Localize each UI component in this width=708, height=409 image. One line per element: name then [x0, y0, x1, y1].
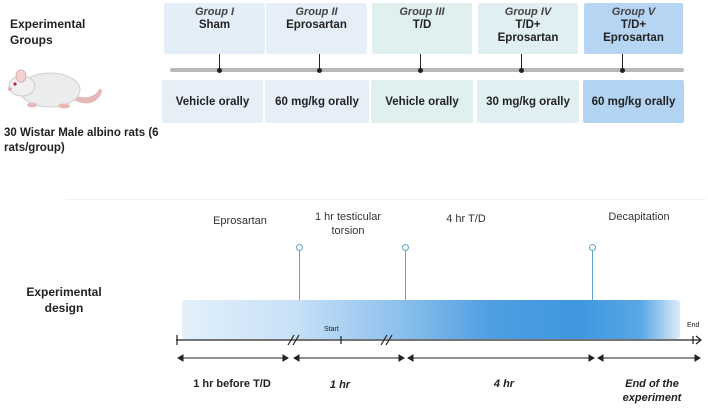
section-divider	[66, 199, 706, 200]
group-ii-stem	[319, 54, 320, 70]
group-iii-dose-box: Vehicle orally	[371, 80, 473, 123]
duration-arrows	[177, 354, 701, 362]
group-iv-node	[519, 68, 524, 73]
segment-label-end: End of the experiment	[622, 378, 682, 404]
group-v-dose: 60 mg/kg orally	[591, 95, 676, 108]
design-title: Experimental design	[26, 285, 102, 315]
group-i-node	[217, 68, 222, 73]
group-ii-box: Group II Eprosartan	[266, 3, 367, 54]
end-label: End	[687, 322, 700, 329]
timeline-axis	[176, 334, 702, 346]
group-iv-stem	[521, 54, 522, 70]
group-v-dose-box: 60 mg/kg orally	[583, 80, 684, 123]
start-label: Start	[324, 326, 339, 333]
timeline-band	[182, 300, 680, 339]
group-i-dose: Vehicle orally	[175, 95, 250, 108]
event-label-td: 4 hr T/D	[446, 213, 486, 225]
group-v-name: Group V	[611, 6, 656, 18]
group-iv-treatment: T/D+ Eprosartan	[497, 19, 559, 44]
group-iii-node	[418, 68, 423, 73]
group-iv-name: Group IV	[504, 6, 552, 18]
timeline-pin-stem	[405, 251, 406, 300]
group-iii-stem	[420, 54, 421, 70]
group-v-box: Group V T/D+ Eprosartan	[584, 3, 683, 54]
group-v-treatment: T/D+ Eprosartan	[603, 19, 664, 44]
groups-title: Experimental Groups	[10, 17, 86, 47]
group-iii-dose: Vehicle orally	[385, 95, 459, 108]
timeline-pin-head	[402, 244, 409, 251]
segment-label-4hr: 4 hr	[493, 378, 515, 390]
group-iii-treatment: T/D	[412, 19, 432, 31]
timeline-pin-head	[296, 244, 303, 251]
timeline-pin-stem	[299, 251, 300, 300]
event-label-eprosartan: Eprosartan	[213, 215, 267, 227]
group-ii-dose-box: 60 mg/kg orally	[265, 80, 369, 123]
group-iv-dose-box: 30 mg/kg orally	[477, 80, 579, 123]
group-i-name: Group I	[194, 6, 235, 18]
group-iv-box: Group IV T/D+ Eprosartan	[478, 3, 578, 54]
group-ii-node	[317, 68, 322, 73]
group-i-dose-box: Vehicle orally	[162, 80, 263, 123]
group-ii-name: Group II	[295, 6, 338, 18]
groups-connector-bar	[170, 68, 684, 72]
timeline-pin-stem	[592, 251, 593, 300]
group-iii-name: Group III	[399, 6, 445, 18]
segment-label-before: 1 hr before T/D	[193, 378, 271, 390]
group-v-stem	[622, 54, 623, 70]
event-label-decapitation: Decapitation	[608, 211, 670, 223]
group-iv-dose: 30 mg/kg orally	[486, 95, 570, 108]
group-ii-dose: 60 mg/kg orally	[275, 95, 359, 108]
group-iii-box: Group III T/D	[372, 3, 472, 54]
rats-caption: 30 Wistar Male albino rats (6 rats/group…	[4, 127, 159, 154]
group-v-node	[620, 68, 625, 73]
group-i-treatment: Sham	[198, 19, 231, 31]
group-i-stem	[219, 54, 220, 70]
group-ii-treatment: Eprosartan	[286, 19, 347, 31]
event-label-torsion: 1 hr testicular torsion	[314, 211, 382, 237]
timeline-pin-head	[589, 244, 596, 251]
rat-icon	[8, 69, 102, 109]
group-i-box: Group I Sham	[164, 3, 265, 54]
segment-label-1hr: 1 hr	[329, 379, 351, 391]
